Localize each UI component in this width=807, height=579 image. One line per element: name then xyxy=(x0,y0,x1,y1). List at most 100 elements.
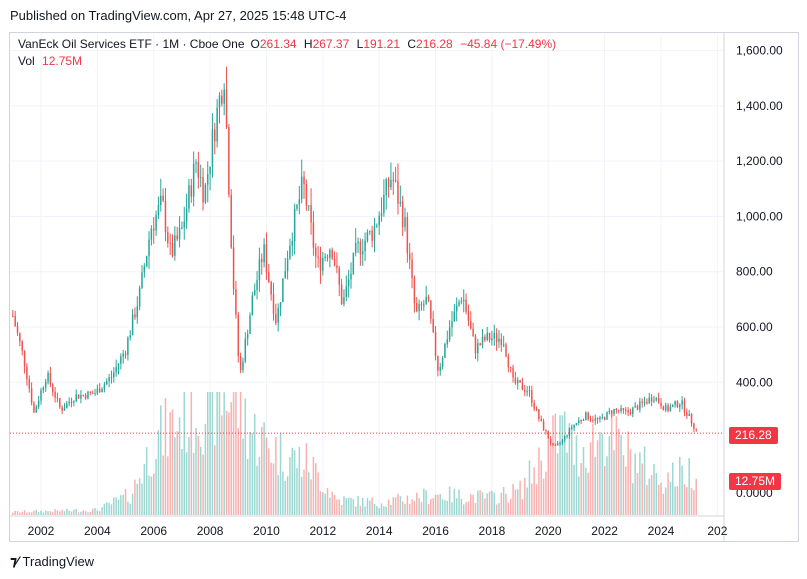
volume-bar xyxy=(625,466,627,515)
candle-body xyxy=(59,398,61,408)
volume-bar xyxy=(437,494,439,515)
candle-body xyxy=(340,284,343,305)
volume-bar xyxy=(235,392,237,515)
volume-bar xyxy=(632,483,634,515)
candle-body xyxy=(80,394,82,399)
candle-body xyxy=(235,289,237,315)
volume-bar xyxy=(143,464,146,515)
volume-bar xyxy=(620,434,622,515)
candle-body xyxy=(625,409,627,411)
volume-bar xyxy=(329,497,331,515)
volume-bar xyxy=(664,487,667,515)
candle-body xyxy=(679,404,681,408)
volume-bar xyxy=(420,501,423,515)
volume-bar xyxy=(629,449,632,515)
candle-body xyxy=(190,185,193,197)
candle-body xyxy=(481,336,484,346)
symbol-title[interactable]: VanEck Oil Services ETF · 1M · Cboe One xyxy=(18,37,245,51)
candle-body xyxy=(664,405,667,411)
volume-bar xyxy=(427,504,430,515)
volume-bar xyxy=(242,438,244,515)
time-tick-label: 2016 xyxy=(422,524,449,538)
volume-bar xyxy=(563,411,566,515)
volume-bar xyxy=(392,497,395,515)
candle-body xyxy=(571,427,573,429)
volume-bar xyxy=(157,430,160,515)
candle-body xyxy=(650,397,653,402)
candle-body xyxy=(331,249,333,259)
volume-bar xyxy=(160,405,162,515)
volume-bar xyxy=(455,498,458,515)
candle-body xyxy=(47,372,49,382)
volume-bar xyxy=(16,511,19,515)
volume-bar xyxy=(333,494,336,515)
volume-bar xyxy=(453,488,456,515)
volume-bar xyxy=(674,486,676,515)
chart-pane[interactable] xyxy=(9,32,799,542)
candle-body xyxy=(120,356,122,364)
volume-bar xyxy=(526,487,528,515)
candle-body xyxy=(329,249,331,258)
candle-body xyxy=(542,421,545,431)
candle-body xyxy=(434,332,437,356)
candle-body xyxy=(354,243,357,253)
volume-bar xyxy=(589,442,592,515)
price-tick-label: 600.00 xyxy=(736,320,773,334)
volume-bar xyxy=(385,506,387,515)
candle-body xyxy=(690,414,693,424)
volume-bar xyxy=(54,509,56,515)
change-value: −45.84 (−17.49%) xyxy=(460,37,557,51)
close-label: C xyxy=(407,37,417,51)
candle-body xyxy=(573,424,575,428)
volume-bar xyxy=(540,460,542,515)
volume-bar xyxy=(641,463,643,515)
volume-bar xyxy=(408,503,411,515)
candle-body xyxy=(160,195,162,206)
volume-bar xyxy=(77,512,80,515)
volume-bar xyxy=(211,392,214,515)
candle-body xyxy=(505,344,507,357)
volume-bar xyxy=(380,503,383,515)
volume-bar xyxy=(138,478,141,515)
volume-bar xyxy=(650,475,653,515)
volume-bar xyxy=(37,512,40,515)
candle-body xyxy=(667,405,669,412)
candle-body xyxy=(181,227,183,229)
candle-body xyxy=(279,302,282,308)
candle-body xyxy=(103,384,106,390)
time-tick-label: 2020 xyxy=(535,524,562,538)
candle-body xyxy=(284,271,286,279)
time-tick-label: 2012 xyxy=(309,524,336,538)
candle-body xyxy=(277,307,279,323)
volume-bar xyxy=(44,510,47,515)
volume-bar xyxy=(188,437,190,515)
volume-bar xyxy=(120,495,122,515)
candle-body xyxy=(592,419,594,421)
candle-body xyxy=(566,435,568,437)
volume-bar xyxy=(261,426,263,515)
volume-bar xyxy=(458,489,460,515)
candle-body xyxy=(479,343,481,346)
volume-bar xyxy=(80,511,82,515)
candle-body xyxy=(603,417,606,420)
volume-bar xyxy=(237,428,240,515)
volume-bar xyxy=(397,493,399,515)
candle-body xyxy=(648,397,651,404)
volume-bar xyxy=(585,467,587,515)
candle-body xyxy=(437,355,439,371)
candle-body xyxy=(77,394,80,399)
tradingview-logo[interactable]: ⁊⁄ TradingView xyxy=(10,553,94,570)
volume-label[interactable]: Vol xyxy=(18,54,35,68)
volume-bar xyxy=(646,485,648,515)
candle-body xyxy=(444,343,446,358)
volume-bar xyxy=(653,464,655,515)
candle-body xyxy=(183,221,186,228)
candle-body xyxy=(157,205,160,216)
candle-body xyxy=(559,442,561,444)
candle-body xyxy=(561,439,564,443)
volume-bar xyxy=(127,501,129,515)
candle-body xyxy=(359,241,362,255)
close-value: 216.28 xyxy=(416,37,453,51)
candle-body xyxy=(253,290,256,296)
